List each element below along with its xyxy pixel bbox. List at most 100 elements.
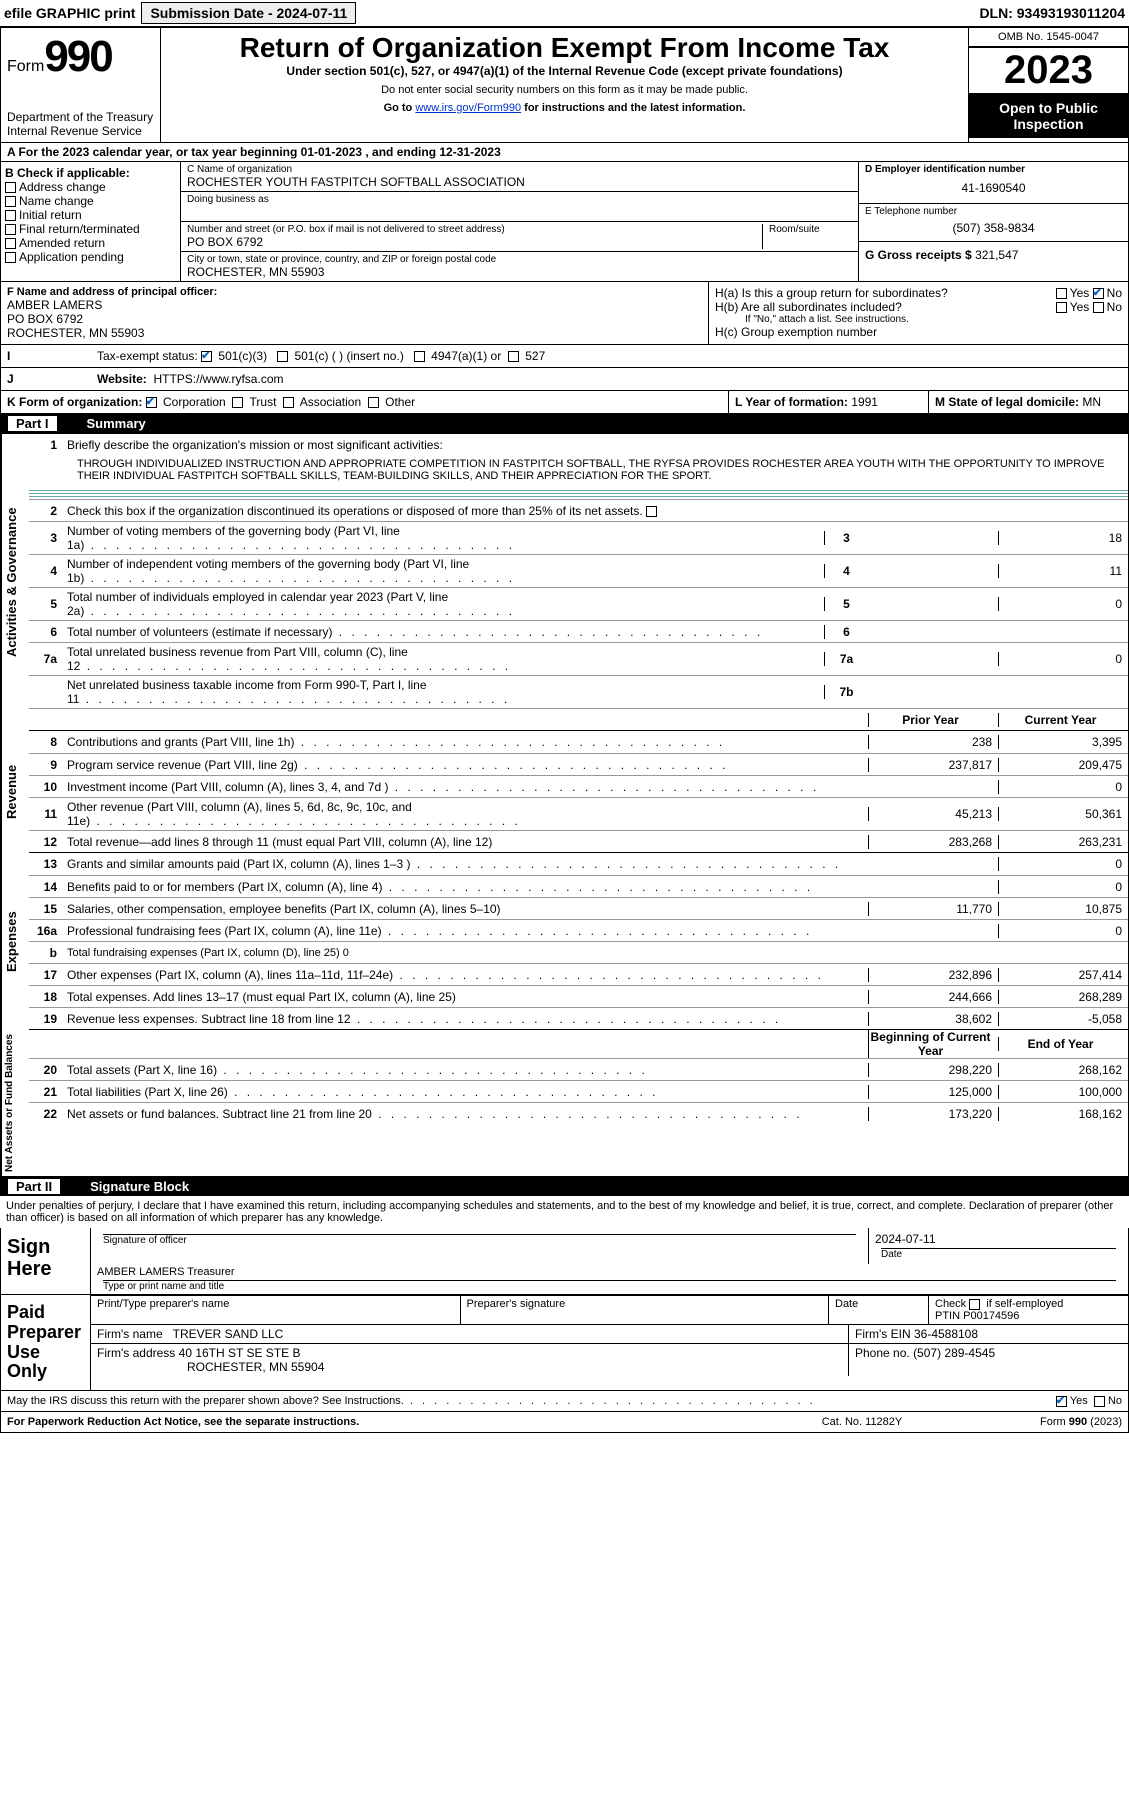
ein-label: D Employer identification number bbox=[865, 164, 1122, 175]
discuss-yes[interactable] bbox=[1056, 1396, 1067, 1407]
mission-text: THROUGH INDIVIDUALIZED INSTRUCTION AND A… bbox=[29, 456, 1128, 488]
dept-irs: Internal Revenue Service bbox=[7, 124, 154, 138]
vlabel-revenue: Revenue bbox=[1, 731, 29, 853]
sig-officer-label: Signature of officer bbox=[103, 1234, 856, 1246]
prep-h1: Print/Type preparer's name bbox=[91, 1295, 460, 1324]
sign-here-section: Sign Here Signature of officer 2024-07-1… bbox=[0, 1228, 1129, 1295]
paid-preparer-section: Paid Preparer Use Only Print/Type prepar… bbox=[0, 1295, 1129, 1391]
j-row: J Website: HTTPS://www.ryfsa.com bbox=[0, 368, 1129, 391]
pra-notice: For Paperwork Reduction Act Notice, see … bbox=[7, 1416, 359, 1428]
chk-trust[interactable] bbox=[232, 397, 243, 408]
city-val: ROCHESTER, MN 55903 bbox=[187, 265, 852, 279]
chk-corp[interactable] bbox=[146, 397, 157, 408]
prep-h3: Date bbox=[828, 1295, 928, 1324]
firm-ein: 36-4588108 bbox=[914, 1327, 978, 1341]
klm-row: K Form of organization: Corporation Trus… bbox=[0, 391, 1129, 414]
header-details: B Check if applicable: Address change Na… bbox=[0, 162, 1129, 282]
top-bar: efile GRAPHIC print Submission Date - 20… bbox=[0, 0, 1129, 27]
sign-here-label: Sign Here bbox=[1, 1228, 91, 1294]
sig-date-label: Date bbox=[881, 1248, 1116, 1260]
firm-addr2: ROCHESTER, MN 55904 bbox=[187, 1360, 324, 1374]
domicile: MN bbox=[1082, 395, 1101, 409]
b-title: B Check if applicable: bbox=[5, 166, 176, 180]
chk-self-emp[interactable] bbox=[969, 1299, 980, 1310]
gross-val: 321,547 bbox=[975, 248, 1018, 262]
chk-name[interactable] bbox=[5, 196, 16, 207]
chk-address[interactable] bbox=[5, 182, 16, 193]
vlabel-governance: Activities & Governance bbox=[1, 434, 29, 731]
open-to-public: Open to Public Inspection bbox=[969, 94, 1128, 138]
street-val: PO BOX 6792 bbox=[187, 235, 762, 249]
chk-final[interactable] bbox=[5, 224, 16, 235]
part2-bar: Part II Signature Block bbox=[0, 1177, 1129, 1196]
goto-link[interactable]: www.irs.gov/Form990 bbox=[415, 102, 521, 114]
submission-date-btn[interactable]: Submission Date - 2024-07-11 bbox=[141, 2, 356, 24]
officer-typed-name: AMBER LAMERS Treasurer bbox=[97, 1266, 1122, 1278]
discuss-no[interactable] bbox=[1094, 1396, 1105, 1407]
year-formed: 1991 bbox=[851, 395, 878, 409]
firm-phone: (507) 289-4545 bbox=[913, 1346, 995, 1360]
efile-label: efile GRAPHIC print bbox=[4, 5, 135, 21]
tax-year: 2023 bbox=[969, 47, 1128, 94]
gross-label: G Gross receipts $ bbox=[865, 248, 972, 262]
goto-row: Go to www.irs.gov/Form990 for instructio… bbox=[167, 102, 962, 114]
chk-application[interactable] bbox=[5, 252, 16, 263]
city-label: City or town, state or province, country… bbox=[187, 254, 852, 265]
dept-treasury: Department of the Treasury bbox=[7, 110, 154, 124]
chk-501c[interactable] bbox=[277, 351, 288, 362]
i-row: I Tax-exempt status: 501(c)(3) 501(c) ( … bbox=[0, 345, 1129, 368]
ssn-warning: Do not enter social security numbers on … bbox=[167, 84, 962, 96]
discuss-row: May the IRS discuss this return with the… bbox=[0, 1391, 1129, 1412]
perjury-text: Under penalties of perjury, I declare th… bbox=[0, 1196, 1129, 1228]
form-title: Return of Organization Exempt From Incom… bbox=[167, 32, 962, 64]
chk-527[interactable] bbox=[508, 351, 519, 362]
form-number: Form990 bbox=[7, 32, 154, 82]
firm-name: TREVER SAND LLC bbox=[173, 1327, 284, 1341]
cat-no: Cat. No. 11282Y bbox=[762, 1416, 962, 1428]
form-subtitle: Under section 501(c), 527, or 4947(a)(1)… bbox=[167, 64, 962, 78]
phone-label: E Telephone number bbox=[865, 206, 1122, 217]
officer-addr2: ROCHESTER, MN 55903 bbox=[7, 326, 702, 340]
h-b-row: H(b) Are all subordinates included? Yes … bbox=[715, 300, 1122, 314]
officer-name: AMBER LAMERS bbox=[7, 298, 702, 312]
firm-addr1: 40 16TH ST SE STE B bbox=[179, 1346, 301, 1360]
street-label: Number and street (or P.O. box if mail i… bbox=[187, 224, 762, 235]
sig-date-val: 2024-07-11 bbox=[875, 1232, 1122, 1246]
hb-no[interactable] bbox=[1093, 302, 1104, 313]
footer-row: For Paperwork Reduction Act Notice, see … bbox=[0, 1412, 1129, 1433]
part1-bar: Part I Summary bbox=[0, 414, 1129, 433]
prep-h2: Preparer's signature bbox=[460, 1295, 829, 1324]
form-header: Form990 Department of the Treasury Inter… bbox=[0, 27, 1129, 143]
vlabel-expenses: Expenses bbox=[1, 853, 29, 1030]
dln-label: DLN: 93493193011204 bbox=[979, 5, 1125, 21]
hb-note: If "No," attach a list. See instructions… bbox=[715, 314, 1122, 325]
form-footer: Form 990 (2023) bbox=[962, 1416, 1122, 1428]
ptin-val: P00174596 bbox=[963, 1310, 1019, 1322]
hb-yes[interactable] bbox=[1056, 302, 1067, 313]
org-name: ROCHESTER YOUTH FASTPITCH SOFTBALL ASSOC… bbox=[187, 175, 852, 189]
ein-val: 41-1690540 bbox=[865, 175, 1122, 201]
c-label: C Name of organization bbox=[187, 164, 852, 175]
room-label: Room/suite bbox=[769, 224, 852, 235]
chk-discontinued[interactable] bbox=[646, 506, 657, 517]
chk-assoc[interactable] bbox=[283, 397, 294, 408]
f-h-row: F Name and address of principal officer:… bbox=[0, 282, 1129, 345]
omb-number: OMB No. 1545-0047 bbox=[969, 28, 1128, 47]
chk-4947[interactable] bbox=[414, 351, 425, 362]
chk-initial[interactable] bbox=[5, 210, 16, 221]
chk-501c3[interactable] bbox=[201, 351, 212, 362]
phone-val: (507) 358-9834 bbox=[865, 217, 1122, 239]
chk-amended[interactable] bbox=[5, 238, 16, 249]
ha-yes[interactable] bbox=[1056, 288, 1067, 299]
ha-no[interactable] bbox=[1093, 288, 1104, 299]
prep-h4: Check if self-employed PTIN P00174596 bbox=[928, 1295, 1128, 1324]
chk-other[interactable] bbox=[368, 397, 379, 408]
officer-addr1: PO BOX 6792 bbox=[7, 312, 702, 326]
part1-body: Activities & Governance 1Briefly describ… bbox=[0, 433, 1129, 1177]
h-a-row: H(a) Is this a group return for subordin… bbox=[715, 286, 1122, 300]
paid-prep-label: Paid Preparer Use Only bbox=[1, 1295, 91, 1390]
dba-label: Doing business as bbox=[187, 194, 852, 205]
section-a-line: A For the 2023 calendar year, or tax yea… bbox=[0, 143, 1129, 162]
f-label: F Name and address of principal officer: bbox=[7, 286, 702, 298]
h-c-row: H(c) Group exemption number bbox=[715, 325, 1122, 339]
